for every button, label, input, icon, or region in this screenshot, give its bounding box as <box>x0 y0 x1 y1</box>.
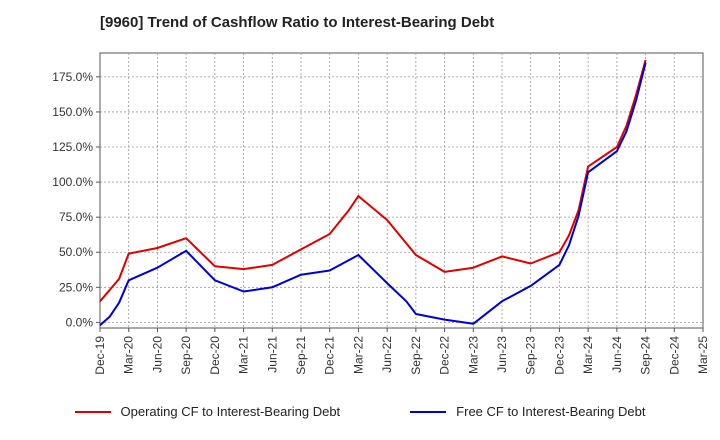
series-line-operating-cf <box>99 59 647 302</box>
x-tick-label: Mar-21 <box>237 336 251 374</box>
legend-item-operating-cf: Operating CF to Interest-Bearing Debt <box>74 404 341 419</box>
x-tick-label: Dec-20 <box>208 336 222 375</box>
series-line-free-cf <box>99 62 647 326</box>
x-tick-label: Sep-22 <box>409 336 423 375</box>
y-tick-label: 175.0% <box>52 70 93 84</box>
grid-lines <box>100 53 703 328</box>
x-tick-label: Jun-22 <box>380 336 394 373</box>
x-tick-label: Dec-21 <box>323 336 337 375</box>
x-tick-label: Sep-21 <box>294 336 308 375</box>
plot-area <box>99 52 704 329</box>
x-tick-label: Mar-24 <box>581 336 595 374</box>
x-tick-label: Jun-20 <box>150 336 164 373</box>
y-tick-label: 50.0% <box>59 245 93 259</box>
series-lines <box>99 59 647 326</box>
x-tick-label: Mar-22 <box>351 336 365 374</box>
x-tick-label: Jun-23 <box>495 336 509 373</box>
legend-swatch-free-cf <box>410 410 447 413</box>
y-tick-label: 25.0% <box>59 280 93 294</box>
legend: Operating CF to Interest-Bearing Debt Fr… <box>0 404 720 419</box>
y-axis: 0.0% 25.0% 50.0% 75.0% 100.0% 125.0% 150.0% 175… <box>52 70 100 329</box>
y-tick-label: 150.0% <box>52 105 93 119</box>
x-tick-label: Dec-23 <box>552 336 566 375</box>
x-tick-label: Mar-23 <box>466 336 480 374</box>
x-tick-label: Dec-19 <box>93 336 107 375</box>
x-tick-label: Jun-21 <box>265 336 279 373</box>
x-tick-label: Sep-20 <box>179 336 193 375</box>
x-tick-label: Mar-20 <box>122 336 136 374</box>
y-tick-label: 0.0% <box>66 315 94 329</box>
x-tick-label: Dec-22 <box>438 336 452 375</box>
x-tick-label: Jun-24 <box>610 336 624 373</box>
x-axis: Dec-19 Mar-20 Jun-20 Sep-20 Dec-20 Mar-21 Jun-… <box>93 328 710 375</box>
legend-item-free-cf: Free CF to Interest-Bearing Debt <box>410 404 645 419</box>
x-tick-label: Sep-24 <box>639 336 653 375</box>
y-tick-label: 125.0% <box>52 140 93 154</box>
x-tick-label: Sep-23 <box>524 336 538 375</box>
legend-label-free-cf: Free CF to Interest-Bearing Debt <box>456 404 646 419</box>
x-tick-label: Dec-24 <box>667 336 681 375</box>
y-tick-label: 100.0% <box>52 175 93 189</box>
x-tick-label: Mar-25 <box>696 336 710 374</box>
legend-swatch-operating-cf <box>74 410 111 413</box>
y-tick-label: 75.0% <box>59 210 93 224</box>
legend-label-operating-cf: Operating CF to Interest-Bearing Debt <box>120 404 341 419</box>
chart-title: [9960] Trend of Cashflow Ratio to Intere… <box>100 14 495 31</box>
